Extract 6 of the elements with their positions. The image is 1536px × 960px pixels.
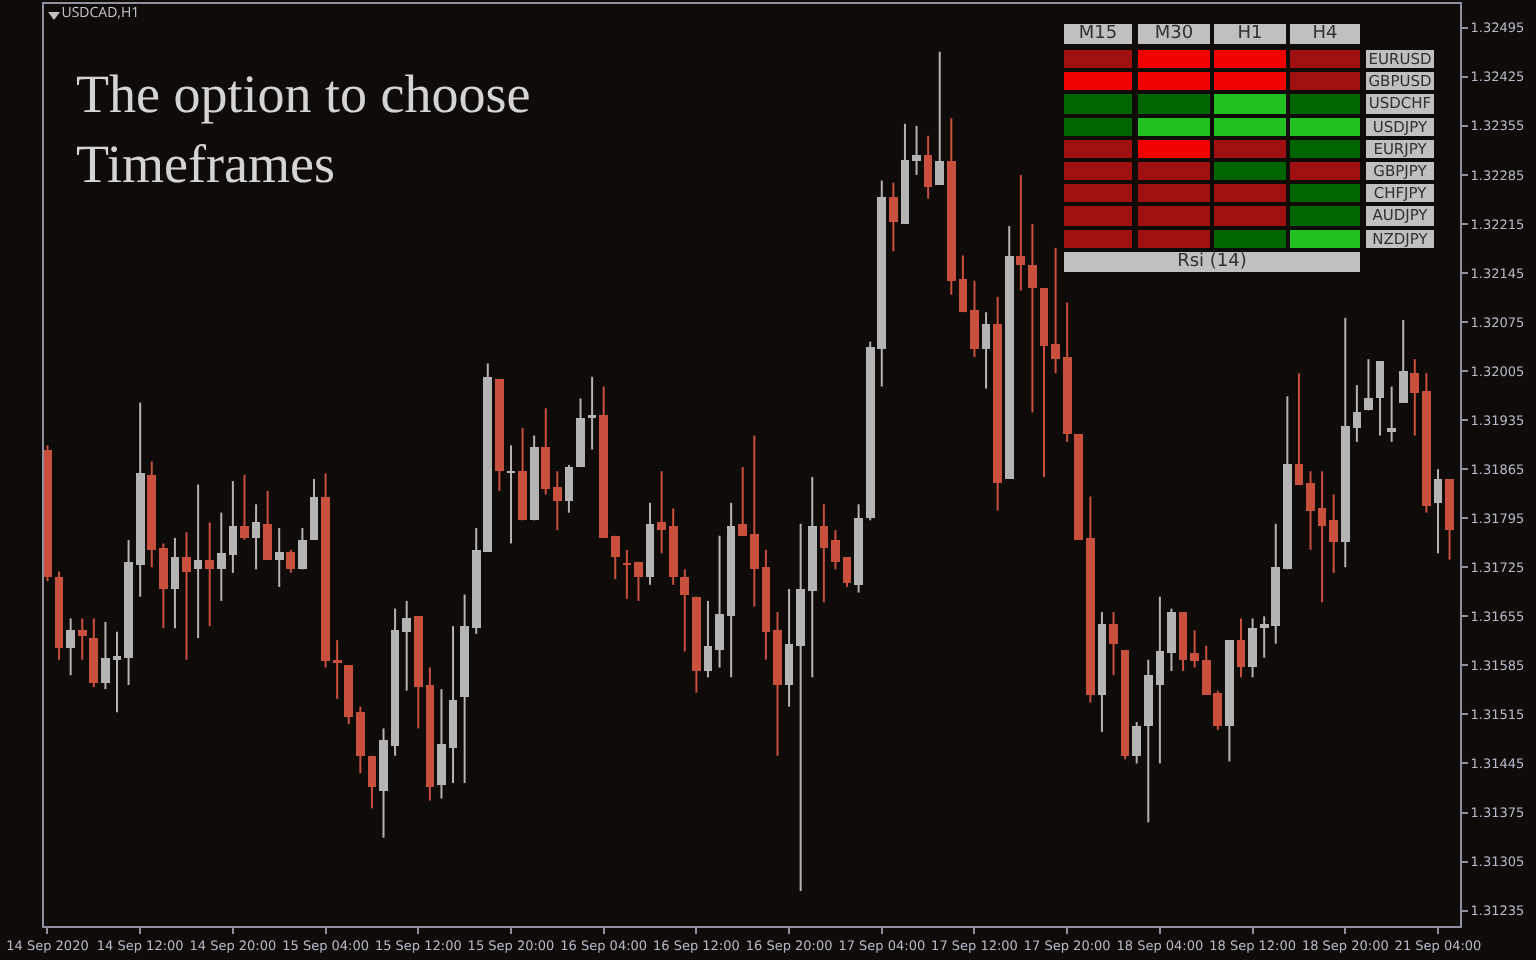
category-label: H4 xyxy=(1290,24,1360,44)
category-label: H1 xyxy=(1214,24,1286,44)
category-label: M15 xyxy=(1064,24,1132,44)
text: Rsi (14) xyxy=(1064,251,1360,272)
annotation: The option to choose Timeframes xyxy=(76,64,531,195)
category-label: M30 xyxy=(1138,24,1210,44)
